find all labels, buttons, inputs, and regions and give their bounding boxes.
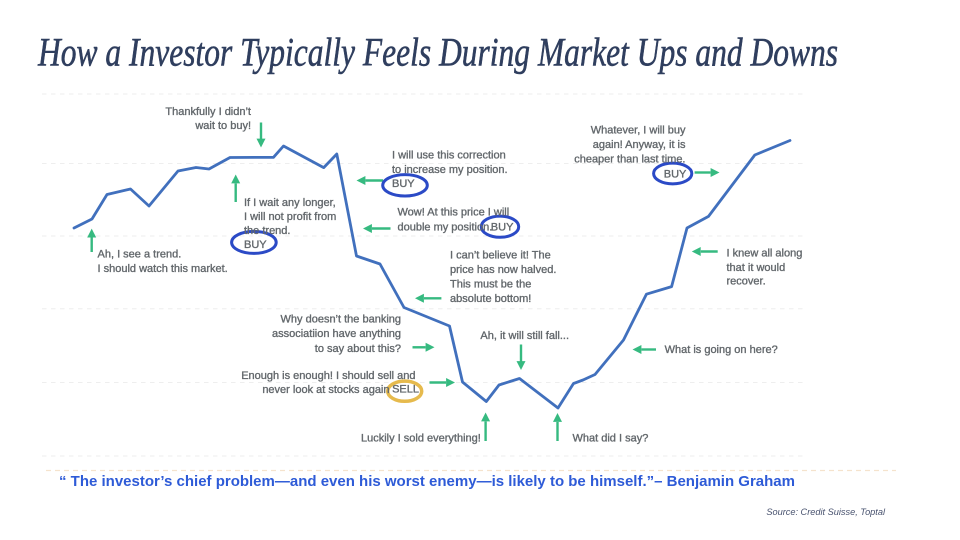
svg-text:How a Investor Typically Feels: How a Investor Typically Feels During Ma…	[37, 30, 838, 75]
svg-text:Ah, it will still fall...: Ah, it will still fall...	[480, 330, 569, 342]
svg-text:cheaper than last time.: cheaper than last time.	[574, 154, 685, 166]
svg-text:again! Anyway, it is: again! Anyway, it is	[593, 139, 686, 151]
svg-text:BUY: BUY	[491, 222, 514, 234]
svg-text:“ The investor’s chief problem: “ The investor’s chief problem—and even …	[59, 473, 795, 490]
svg-text:wait to buy!: wait to buy!	[194, 120, 251, 132]
svg-text:Enough is enough! I should sel: Enough is enough! I should sell and	[241, 370, 415, 382]
svg-text:associatiion have anything: associatiion have anything	[272, 328, 401, 340]
svg-text:Thankfully I didn’t: Thankfully I didn’t	[165, 106, 251, 118]
svg-text:If I wait any longer,: If I wait any longer,	[244, 197, 336, 209]
svg-text:Source: Credit Suisse, Toptal: Source: Credit Suisse, Toptal	[766, 507, 886, 517]
svg-text:What did I say?: What did I say?	[573, 433, 649, 445]
svg-text:Why doesn’t the banking: Why doesn’t the banking	[281, 314, 401, 326]
svg-text:to increase my position.: to increase my position.	[392, 164, 508, 176]
svg-text:never look at stocks again: never look at stocks again	[262, 384, 389, 396]
svg-text:absolute bottom!: absolute bottom!	[450, 293, 531, 305]
svg-text:I will use this correction: I will use this correction	[392, 150, 506, 162]
svg-text:BUY: BUY	[244, 239, 267, 251]
svg-text:the trend.: the trend.	[244, 225, 290, 237]
svg-text:price has now halved.: price has now halved.	[450, 264, 556, 276]
svg-text:to say about this?: to say about this?	[315, 343, 401, 355]
svg-text:BUY: BUY	[392, 178, 415, 190]
svg-text:that it would: that it would	[727, 262, 786, 274]
svg-text:This must be the: This must be the	[450, 279, 531, 291]
svg-text:SELL: SELL	[392, 383, 419, 395]
svg-text:Wow! At this price I will: Wow! At this price I will	[398, 207, 510, 219]
svg-text:I will not profit from: I will not profit from	[244, 211, 336, 223]
svg-text:What is going on here?: What is going on here?	[665, 344, 778, 356]
svg-text:Ah, I see a trend.: Ah, I see a trend.	[98, 249, 182, 261]
svg-text:I should watch this market.: I should watch this market.	[98, 263, 228, 275]
svg-text:double my position.: double my position.	[398, 222, 493, 234]
svg-text:I can’t believe it! The: I can’t believe it! The	[450, 250, 551, 262]
svg-text:Luckily I sold everything!: Luckily I sold everything!	[361, 433, 481, 445]
svg-text:recover.: recover.	[727, 276, 766, 288]
svg-text:BUY: BUY	[664, 168, 687, 180]
svg-text:I knew all along: I knew all along	[727, 248, 803, 260]
svg-text:Whatever, I will buy: Whatever, I will buy	[591, 124, 686, 136]
